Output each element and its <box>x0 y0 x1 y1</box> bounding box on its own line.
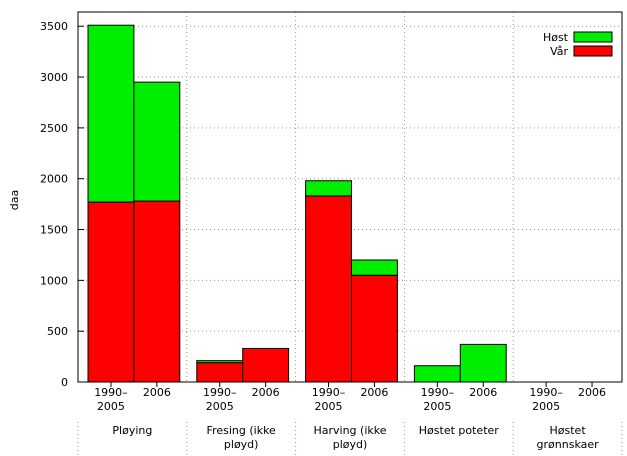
legend-label: Høst <box>543 31 569 44</box>
y-tick-label: 2500 <box>40 122 68 135</box>
y-tick-label: 2000 <box>40 173 68 186</box>
y-tick-label: 3000 <box>40 71 68 84</box>
x-tick-label: 2006 <box>143 386 171 399</box>
bar-segment <box>413 365 461 383</box>
legend-swatch <box>573 31 613 43</box>
bar-segment <box>196 362 244 383</box>
y-axis-label: daa <box>8 190 21 210</box>
x-tick-label: 2006 <box>578 386 606 399</box>
x-tick-label: 1990– 2005 <box>203 386 237 413</box>
bar-segment <box>87 201 135 383</box>
x-tick-label: 1990– 2005 <box>312 386 346 413</box>
x-tick-label: 1990– 2005 <box>421 386 455 413</box>
y-tick-label: 1500 <box>40 224 68 237</box>
bar-segment <box>351 259 398 276</box>
y-tick-label: 500 <box>47 325 68 338</box>
bar-segment <box>196 360 244 364</box>
bar-segment <box>305 180 353 197</box>
legend-swatch <box>573 45 613 57</box>
bar-segment <box>305 195 353 383</box>
bar-segment <box>133 81 181 202</box>
bar-segment <box>459 343 507 383</box>
y-tick-label: 1000 <box>40 274 68 287</box>
x-tick-label: 1990– 2005 <box>94 386 128 413</box>
bar-segment <box>133 200 181 383</box>
y-tick-label: 0 <box>61 376 68 389</box>
x-tick-label: 1990– 2005 <box>529 386 563 413</box>
bar-segment <box>351 274 398 383</box>
x-tick-label: 2006 <box>469 386 497 399</box>
group-label: Høstet poteter <box>419 424 499 437</box>
bar-segment <box>87 24 135 203</box>
group-label: Høstet grønnskaer <box>537 424 600 451</box>
group-label: Harving (ikke pløyd) <box>313 424 386 451</box>
plot-frame <box>77 11 623 383</box>
group-label: Pløying <box>112 424 152 437</box>
y-tick-label: 3500 <box>40 20 68 33</box>
group-label: Fresing (ikke pløyd) <box>207 424 277 451</box>
legend-label: Vår <box>550 45 568 58</box>
bar-segment <box>242 347 290 383</box>
x-tick-label: 2006 <box>360 386 388 399</box>
x-tick-label: 2006 <box>252 386 280 399</box>
